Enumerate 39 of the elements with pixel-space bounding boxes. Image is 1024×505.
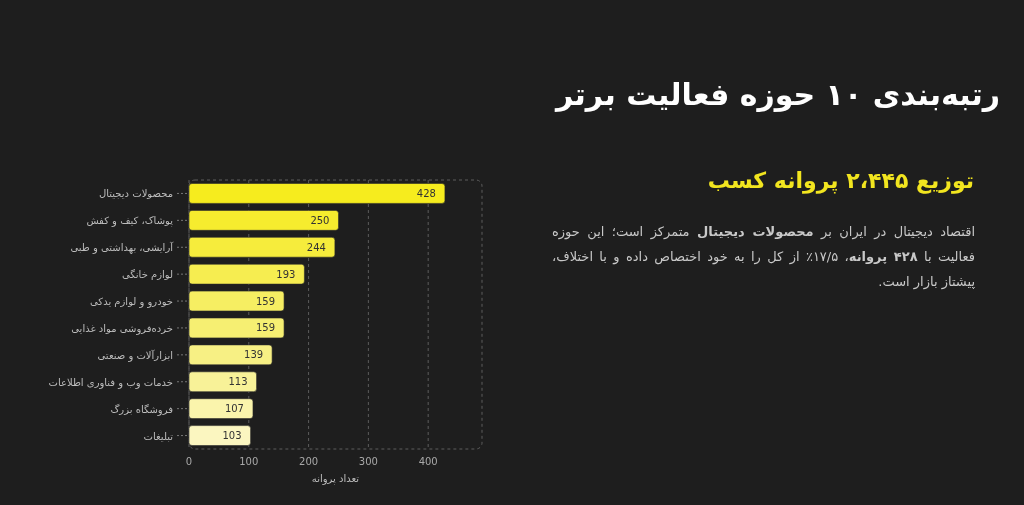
y-tick-label: خرده‌فروشی مواد غذایی bbox=[71, 322, 173, 335]
x-tick-label: 100 bbox=[239, 456, 259, 467]
x-tick-label: 400 bbox=[418, 456, 438, 467]
y-tick-label: خودرو و لوازم یدکی bbox=[90, 296, 173, 309]
data-label: 428 bbox=[416, 187, 436, 199]
text: اقتصاد دیجیتال در ایران بر محصولات دیجیتال متمرکز است؛ این حوزه فعالیت با ۴۲۸ پروانه، ۱۷/۵٪ از کل را به خود اختصاص داده و با اختلاف، پیشتاز بازار است. bbox=[552, 224, 975, 289]
y-tick-label: پوشاک، کیف و کفش bbox=[86, 215, 174, 228]
bar bbox=[188, 398, 254, 419]
data-label: 159 bbox=[255, 322, 276, 334]
y-tick-label: تبلیغات bbox=[143, 430, 174, 442]
bar bbox=[188, 183, 446, 204]
x-tick-label: 0 bbox=[185, 456, 193, 467]
y-tick-label: خدمات وب و فناوری اطلاعات bbox=[48, 376, 173, 389]
data-label: 139 bbox=[244, 349, 264, 361]
bar bbox=[188, 290, 285, 312]
y-tick-label: محصولات دیجیتال bbox=[99, 188, 173, 200]
data-label: 113 bbox=[228, 376, 248, 388]
text: توزیع ۲،۴۴۵ پروانه کسب bbox=[707, 167, 974, 196]
y-tick-label: آرایشی، بهداشتی و طبی bbox=[70, 241, 175, 255]
bar bbox=[188, 237, 336, 258]
y-tick-label: فروشگاه بزرگ bbox=[110, 402, 174, 416]
y-tick-label: ابزارآلات و صنعتی bbox=[97, 348, 173, 362]
bar bbox=[188, 210, 339, 231]
bar bbox=[188, 344, 273, 366]
y-tick-label: لوازم خانگی bbox=[121, 269, 173, 281]
data-label: 103 bbox=[222, 430, 242, 442]
bar bbox=[188, 425, 251, 446]
data-label: 159 bbox=[255, 295, 276, 307]
text: رتبه‌بندی ۱۰ حوزه فعالیت برتر bbox=[555, 76, 1000, 114]
bar bbox=[188, 371, 257, 392]
bar bbox=[188, 317, 285, 339]
bar bbox=[188, 263, 305, 285]
data-label: 250 bbox=[310, 214, 330, 226]
data-label: 107 bbox=[224, 403, 244, 415]
data-label: 244 bbox=[306, 241, 326, 253]
x-tick-label: 300 bbox=[358, 456, 378, 467]
data-label: 193 bbox=[276, 268, 296, 280]
x-tick-label: 200 bbox=[299, 456, 319, 467]
x-axis-title: تعداد پروانه bbox=[311, 473, 360, 485]
